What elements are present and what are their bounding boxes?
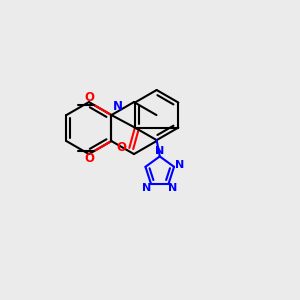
Text: O: O xyxy=(117,142,127,154)
Text: N: N xyxy=(113,100,123,112)
Text: N: N xyxy=(168,183,178,193)
Text: N: N xyxy=(155,146,164,156)
Text: N: N xyxy=(175,160,184,170)
Text: O: O xyxy=(85,91,94,104)
Text: O: O xyxy=(85,152,94,165)
Text: N: N xyxy=(142,183,151,193)
